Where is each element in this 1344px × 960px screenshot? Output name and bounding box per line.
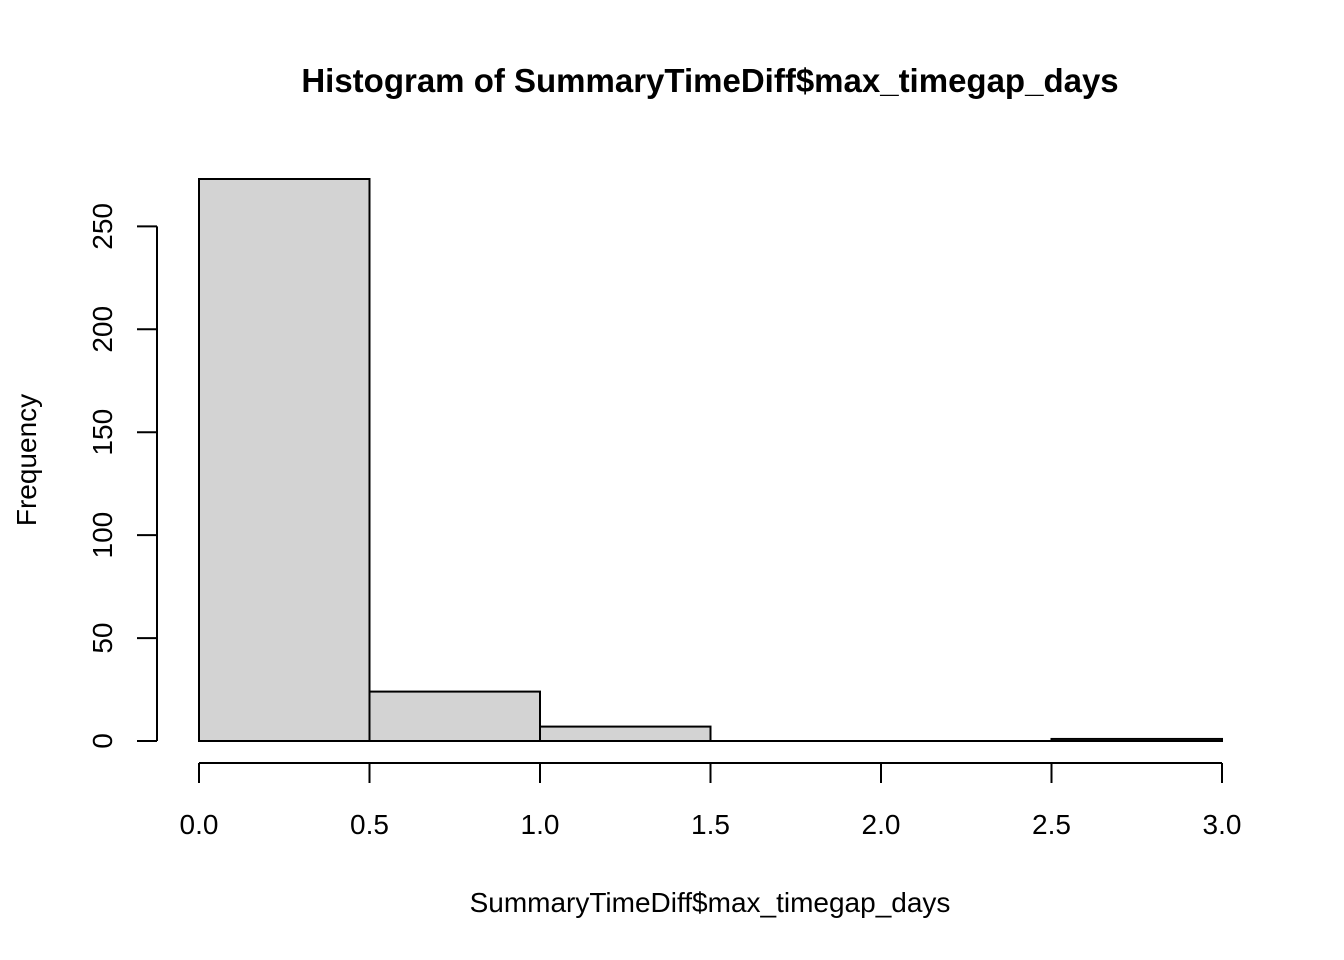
x-tick-label-5: 2.5 xyxy=(1032,809,1071,840)
x-axis-label: SummaryTimeDiff$max_timegap_days xyxy=(470,887,951,918)
y-tick-label-2: 100 xyxy=(87,512,118,559)
y-tick-label-3: 150 xyxy=(87,409,118,456)
y-tick-label-1: 50 xyxy=(87,622,118,653)
histogram-bar-1 xyxy=(368,690,541,742)
histogram-bar-5 xyxy=(1050,737,1223,743)
x-tick-label-3: 1.5 xyxy=(691,809,730,840)
y-tick-label-4: 200 xyxy=(87,306,118,353)
x-tick-label-2: 1.0 xyxy=(521,809,560,840)
x-tick-label-4: 2.0 xyxy=(862,809,901,840)
y-tick-label-0: 0 xyxy=(87,733,118,749)
x-axis: 0.0 0.5 1.0 1.5 2.0 2.5 3.0 xyxy=(180,762,1242,840)
bars-group xyxy=(198,178,1223,743)
y-tick-label-5: 250 xyxy=(87,203,118,250)
y-axis: 0 50 100 150 200 250 xyxy=(87,203,158,749)
histogram-bar-2 xyxy=(539,725,712,742)
histogram-bar-0 xyxy=(198,178,371,742)
chart-title: Histogram of SummaryTimeDiff$max_timegap… xyxy=(301,62,1118,99)
y-axis-label: Frequency xyxy=(11,394,42,526)
x-tick-label-6: 3.0 xyxy=(1203,809,1242,840)
x-tick-label-1: 0.5 xyxy=(350,809,389,840)
x-tick-label-0: 0.0 xyxy=(180,809,219,840)
